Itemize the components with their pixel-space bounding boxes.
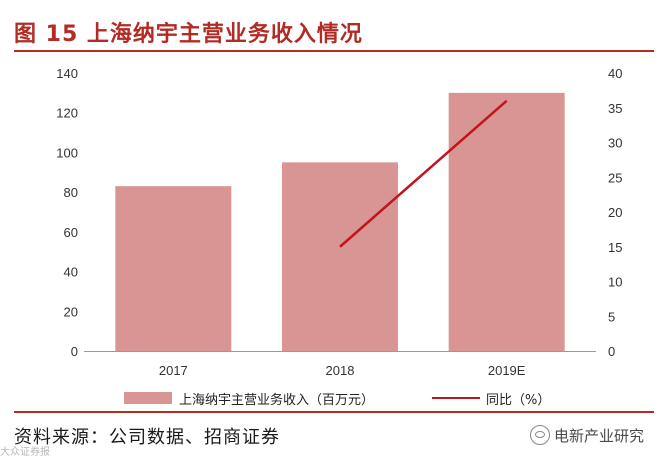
- x-tick-label: 2017: [159, 363, 188, 378]
- y-right-tick-label: 30: [608, 136, 622, 151]
- x-tick-label: 2018: [326, 363, 355, 378]
- x-tick-label: 2019E: [488, 363, 526, 378]
- y-left-tick-label: 100: [56, 145, 78, 160]
- legend: 上海纳宇主营业务收入（百万元） 同比（%）: [14, 381, 654, 413]
- legend-swatch-yoy: [432, 397, 480, 399]
- y-left-tick-label: 80: [64, 185, 78, 200]
- y-right-tick-label: 20: [608, 205, 622, 220]
- figure-title: 图 15 上海纳宇主营业务收入情况: [14, 22, 363, 47]
- watermark-right-text: 电新产业研究: [554, 426, 645, 445]
- legend-swatch-revenue: [124, 392, 172, 404]
- y-right-tick-label: 40: [608, 66, 622, 81]
- watermark-left: 大众证券报: [0, 447, 50, 458]
- wechat-icon: [530, 425, 550, 445]
- y-right-tick-label: 35: [608, 101, 622, 116]
- watermark-right: 电新产业研究: [530, 424, 644, 446]
- y-right-tick-label: 10: [608, 275, 622, 290]
- y-right-tick-label: 15: [608, 240, 622, 255]
- legend-label-yoy: 同比（%）: [486, 393, 551, 408]
- y-right-tick-label: 5: [608, 309, 615, 324]
- source-note: 资料来源：公司数据、招商证券: [14, 427, 280, 448]
- chart-area: 0 20 40 60 80 100 120 140 0 5 10 15 20 25 30 35 40 2017 20…: [56, 66, 622, 378]
- line-series-yoy: [339, 99, 508, 248]
- y-left-tick-label: 120: [56, 106, 78, 121]
- legend-label-revenue: 上海纳宇主营业务收入（百万元）: [179, 393, 375, 408]
- y-left-tick-label: 20: [64, 304, 78, 319]
- y-left-tick-label: 140: [56, 66, 78, 81]
- bar: [115, 186, 232, 351]
- y-right-tick-label: 25: [608, 170, 622, 185]
- bar: [448, 92, 565, 351]
- bar: [282, 162, 398, 351]
- figure-title-bar: 图 15 上海纳宇主营业务收入情况: [14, 16, 654, 52]
- y-left-tick-label: 0: [71, 344, 78, 359]
- y-left-tick-label: 40: [64, 265, 78, 280]
- y-left-tick-label: 60: [64, 225, 78, 240]
- y-right-tick-label: 0: [608, 344, 615, 359]
